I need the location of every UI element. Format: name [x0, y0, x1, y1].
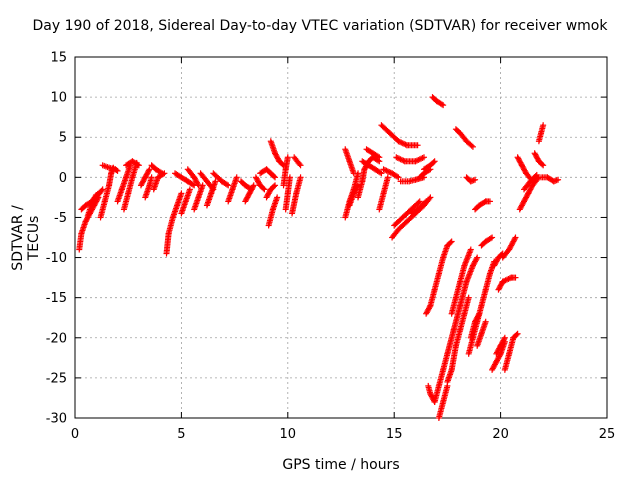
data-point-track: [376, 174, 391, 213]
data-point-track: [114, 162, 134, 205]
y-tick-label: 15: [50, 51, 67, 66]
y-tick-label: -5: [54, 211, 67, 226]
data-point-track: [142, 174, 155, 201]
data-point-track: [435, 382, 451, 421]
data-point-track: [474, 318, 489, 349]
data-point-track: [252, 174, 268, 193]
x-tick-label: 20: [492, 427, 509, 442]
data-point-track: [137, 166, 153, 189]
data-point-track: [531, 150, 547, 169]
data-point-track: [361, 154, 383, 173]
data-point-track: [263, 182, 279, 201]
data-point-track: [257, 166, 279, 181]
x-tick-label: 15: [386, 427, 403, 442]
x-tick-label: 0: [71, 427, 79, 442]
data-point-track: [342, 146, 357, 177]
data-point-track: [448, 246, 474, 317]
y-tick-label: -30: [46, 412, 67, 427]
data-point-track: [123, 158, 142, 169]
data-point-track: [391, 198, 423, 229]
grid: [75, 57, 607, 418]
y-tick-label: -20: [46, 331, 67, 346]
data-point-track: [499, 234, 519, 261]
y-tick-label: 10: [50, 91, 67, 106]
data-point-track: [203, 178, 219, 209]
data-point-track: [99, 162, 121, 174]
y-tick-label: -15: [46, 291, 67, 306]
data-point-track: [495, 274, 519, 293]
data-point-track: [378, 122, 421, 149]
data-point-track: [225, 174, 240, 205]
data-point-track: [267, 138, 287, 169]
y-axis-label: SDTVAR / TECUs: [10, 205, 42, 271]
data-point-track: [163, 190, 185, 257]
data-point-track: [420, 158, 438, 173]
data-point-track: [363, 146, 383, 161]
data-point-track: [280, 154, 291, 189]
data-point-track: [472, 198, 493, 213]
data-point-track: [291, 154, 304, 169]
axis-ticks: 0 5 10 15 20 25 -30 -25 -20 -15 -10 -5 0 5 10 15: [46, 51, 616, 443]
data-point-track: [84, 186, 106, 219]
x-tick-label: 5: [177, 427, 185, 442]
plot-frame: [74, 56, 608, 419]
data-point-track: [210, 170, 232, 189]
x-axis-label: GPS time / hours: [282, 457, 400, 473]
data-point-track: [493, 334, 508, 357]
data-point-track: [408, 198, 430, 217]
data-point-track: [172, 170, 198, 189]
data-point-track: [538, 174, 562, 185]
y-tick-label: -10: [46, 251, 67, 266]
data-point-track: [265, 194, 281, 229]
data-point-track: [380, 166, 402, 181]
data-point-track: [282, 174, 293, 213]
data-point-track: [242, 182, 257, 205]
data-point-track: [191, 182, 206, 213]
data-point-track: [501, 330, 521, 373]
data-point-track: [463, 174, 479, 185]
data-point-track: [178, 186, 193, 217]
x-tick-label: 10: [280, 427, 297, 442]
data-point-track: [521, 171, 540, 193]
data-point-track: [516, 174, 542, 213]
data-point-track: [289, 174, 304, 217]
data-point-track: [535, 122, 547, 145]
data-point-track: [444, 294, 472, 385]
y-tick-label: 0: [59, 171, 67, 186]
data-point-track: [452, 126, 476, 150]
x-tick-label: 25: [599, 427, 616, 442]
y-tick-label: 5: [59, 131, 67, 146]
data-point-track: [478, 234, 496, 249]
data-point-track: [429, 94, 447, 109]
chart-title: Day 190 of 2018, Sidereal Day-to-day VTE…: [32, 18, 608, 34]
data-point-track: [184, 166, 202, 189]
y-tick-label: -25: [46, 371, 67, 386]
data-marks: [76, 94, 562, 421]
data-point-track: [431, 254, 481, 405]
data-point-track: [423, 238, 455, 317]
data-point-track: [150, 170, 168, 193]
data-point-track: [397, 174, 427, 185]
data-point-track: [467, 310, 483, 341]
data-point-track: [393, 154, 427, 165]
